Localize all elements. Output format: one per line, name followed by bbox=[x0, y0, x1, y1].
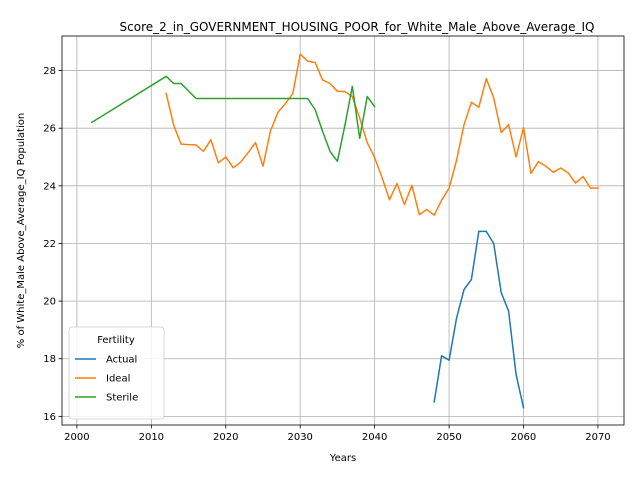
y-axis-label: % of White_Male Above_Average_IQ Populat… bbox=[16, 113, 27, 348]
legend-box bbox=[68, 326, 165, 420]
x-tick-label: 2070 bbox=[585, 432, 610, 443]
legend-label-actual: Actual bbox=[106, 355, 137, 366]
axis-ticks: 2000 2010 2020 2030 2040 2050 2060 2070 16 18 20 22… bbox=[43, 66, 610, 443]
legend-title: Fertility bbox=[97, 335, 135, 346]
y-tick-label: 16 bbox=[43, 412, 56, 423]
x-tick-label: 2020 bbox=[213, 432, 238, 443]
series-line-ideal bbox=[165, 53, 599, 216]
chart-title: Score_2_in_GOVERNMENT_HOUSING_POOR_for_W… bbox=[120, 20, 595, 34]
y-tick-label: 22 bbox=[43, 239, 56, 250]
y-tick-label: 20 bbox=[43, 297, 56, 308]
y-tick-label: 18 bbox=[43, 354, 56, 365]
x-axis-label: Years bbox=[329, 453, 356, 464]
x-tick-label: 2010 bbox=[139, 432, 164, 443]
x-tick-label: 2060 bbox=[511, 432, 536, 443]
series-group bbox=[90, 53, 599, 409]
series-line-actual bbox=[433, 230, 525, 409]
legend-entries: Actual Ideal Sterile bbox=[75, 355, 138, 404]
y-tick-label: 26 bbox=[43, 124, 56, 135]
x-tick-label: 2040 bbox=[362, 432, 387, 443]
legend-label-ideal: Ideal bbox=[106, 374, 130, 385]
legend-label-sterile: Sterile bbox=[106, 393, 138, 404]
legend: Fertility Actual Ideal Sterile bbox=[68, 326, 165, 420]
y-tick-label: 28 bbox=[43, 66, 56, 77]
plot-area-frame bbox=[61, 35, 625, 426]
x-tick-label: 2050 bbox=[436, 432, 461, 443]
y-tick-label: 24 bbox=[43, 181, 56, 192]
x-tick-label: 2000 bbox=[64, 432, 89, 443]
x-tick-label: 2030 bbox=[287, 432, 312, 443]
series-line-sterile bbox=[90, 75, 376, 163]
